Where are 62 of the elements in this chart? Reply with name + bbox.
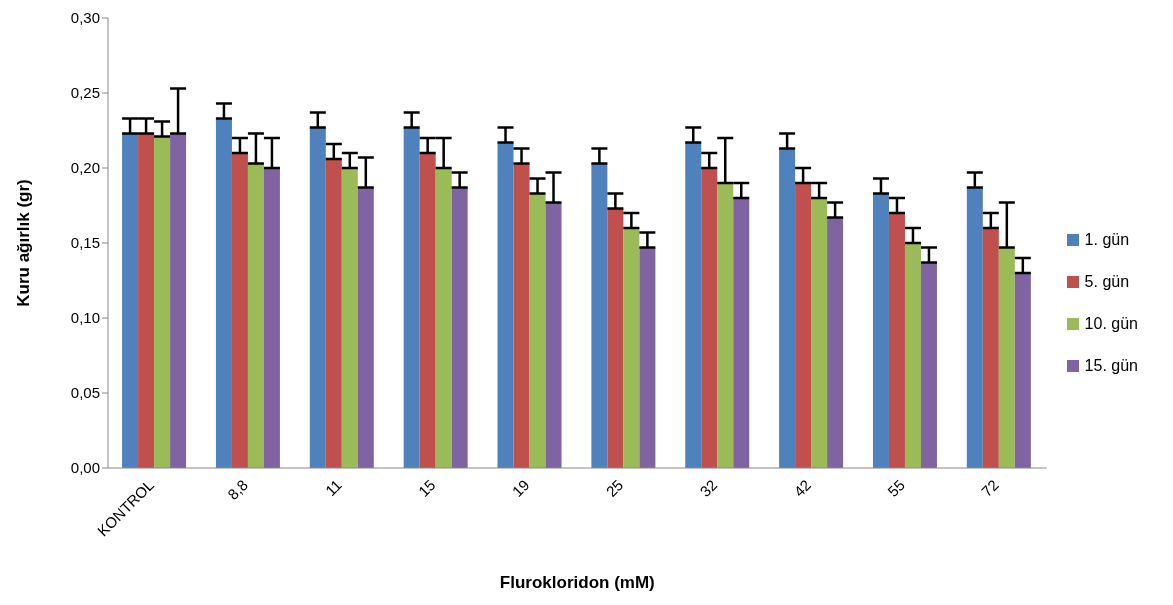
bar: [872, 193, 889, 468]
bar: [888, 213, 905, 468]
bar: [138, 133, 155, 468]
bar: [419, 153, 436, 468]
y-tick-label: 0,15: [70, 234, 100, 252]
y-tick-label: 0,30: [70, 9, 100, 27]
x-tick-label: 55: [884, 476, 908, 500]
bar: [341, 168, 358, 468]
y-tick-label: 0,05: [70, 384, 100, 402]
bar: [1014, 273, 1031, 468]
y-axis-title: Kuru ağırlık (gr): [14, 179, 34, 307]
bar: [779, 148, 796, 468]
x-axis-title: Flurokloridon (mM): [499, 573, 655, 592]
bar: [263, 168, 280, 468]
bar: [451, 187, 468, 468]
bar: [904, 243, 921, 468]
bar: [795, 183, 812, 468]
x-tick-label: 25: [602, 476, 627, 500]
bar: [247, 163, 264, 468]
bar: [529, 193, 546, 468]
bar: [966, 187, 983, 468]
bar: [435, 168, 452, 468]
bar: [733, 198, 750, 468]
y-tick-label: 0,10: [70, 309, 100, 327]
legend-label: 15. gün: [1084, 357, 1138, 375]
bar: [215, 118, 232, 468]
bar: [513, 163, 530, 468]
bar: [639, 247, 656, 468]
x-tick-label: 8,8: [224, 476, 251, 503]
bar: [607, 208, 624, 468]
bar: [403, 127, 420, 468]
bar: [920, 262, 937, 468]
bar: [827, 217, 844, 468]
bar: [701, 168, 718, 468]
x-tick-label: 19: [508, 476, 533, 500]
bar: [982, 228, 999, 468]
legend-label: 1. gün: [1084, 231, 1130, 249]
bar: [309, 127, 326, 468]
y-tick-label: 0,00: [70, 459, 100, 477]
bar: [811, 198, 828, 468]
y-tick-label: 0,20: [70, 159, 100, 177]
bar: [497, 142, 514, 468]
legend-label: 10. gün: [1084, 315, 1138, 333]
x-tick-label: 15: [414, 476, 439, 500]
bar: [717, 183, 734, 468]
y-tick-label: 0,25: [70, 84, 100, 102]
legend-label: 5. gün: [1084, 273, 1130, 291]
x-tick-label: 42: [790, 476, 815, 500]
bar: [325, 159, 342, 468]
bar: [154, 136, 171, 468]
bar: [122, 133, 139, 468]
bar: [998, 247, 1015, 468]
bar: [231, 153, 248, 468]
bar: [685, 142, 702, 468]
bar: [623, 228, 640, 468]
x-tick-label: 32: [696, 476, 721, 500]
x-tick-label: 72: [977, 476, 1002, 500]
bar: [357, 187, 374, 468]
bar: [591, 163, 608, 468]
bar: [170, 133, 187, 468]
bar: [545, 202, 562, 468]
x-tick-label: 11: [321, 476, 345, 500]
